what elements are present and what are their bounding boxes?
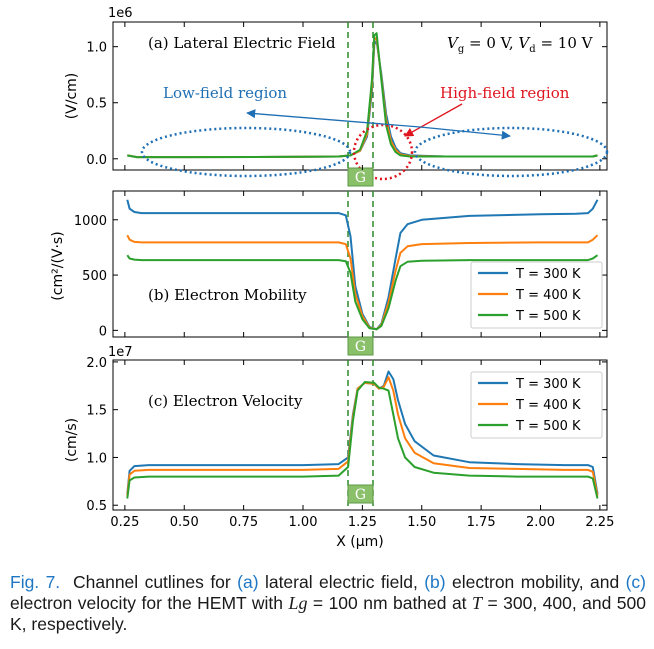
xtick-label: 1.50 [407,515,436,530]
caption-lg-symbol: Lg [288,593,308,613]
figure-caption: Fig. 7. Channel cutlines for (a) lateral… [10,572,646,635]
panel-c-velocity: 0.5 1.0 1.5 2.0 0.25 0.50 0.75 1.00 1.25 1.50 1.7… [64,345,614,550]
panel-c-frame [112,359,608,511]
gate-label-b: G [355,339,366,355]
xtick-label: 1.00 [289,515,318,530]
high-field-label: High-field region [440,84,570,102]
xtick-label: 0.25 [110,515,139,530]
ytick-label: 1.0 [86,41,107,56]
xtick-label: 1.75 [467,515,496,530]
legend-b-label-500: T = 500 K [515,309,581,324]
panel-b-yticks: 0 500 1000 [74,214,607,339]
panel-c-xlabel: X (μm) [336,534,384,550]
panel-c-title: (c) Electron Velocity [148,392,303,410]
series-line-500k [127,32,598,159]
low-field-label: Low-field region [163,84,287,102]
panel-c-series [126,370,599,499]
panel-b-mobility: 0 500 1000 (cm²/(V·s) (b) Electron Mobilit… [50,190,608,356]
low-field-ellipse-right [413,126,609,178]
high-field-ellipse [352,123,414,181]
caption-ref-c[interactable]: (c) [625,572,646,592]
xtick-label: 1.25 [348,515,377,530]
caption-text-3: electron mobility, and [445,572,626,592]
low-field-arrow-right [419,126,511,140]
legend-c-label-500: T = 500 K [515,419,581,434]
panel-a-title: (a) Lateral Electric Field [148,34,336,52]
ytick-label: 2.0 [86,356,107,371]
ytick-label: 0.5 [86,97,107,112]
panel-c-scale-label: 1e7 [108,345,133,360]
figure-canvas: 0.0 0.5 1.0 1e6 (V/cm) (a) Lateral Electri… [50,6,614,550]
xtick-label: 2.25 [585,515,614,530]
panel-b-ylabel: (cm²/(V·s) [50,231,66,300]
low-field-arrow-left [246,109,421,128]
panel-c-xticks: 0.25 0.50 0.75 1.00 1.25 1.50 1.75 2.00 2.25 [110,515,614,530]
ytick-label: 0.0 [86,153,107,168]
ytick-label: 1.5 [86,404,107,419]
gate-label-a: G [355,170,366,186]
caption-temp-symbol: T [472,593,483,613]
ytick-label: 500 [82,269,107,284]
gate-marker-b [347,336,374,356]
panel-b-legend: T = 300 K T = 400 K T = 500 K [470,261,603,329]
legend-b-label-300: T = 300 K [515,267,581,282]
caption-fig-number: Fig. 7. [10,572,61,592]
ytick-label: 1000 [74,214,107,229]
caption-ref-a[interactable]: (a) [237,572,259,592]
caption-text-1: Channel cutlines for [72,572,238,592]
ytick-label: 0.5 [86,499,107,514]
legend-c-label-400: T = 400 K [515,398,581,413]
xtick-label: 2.00 [526,515,555,530]
ytick-label: 0 [99,324,107,339]
panel-a-scale-label: 1e6 [108,6,133,21]
high-field-arrow [404,103,463,137]
xtick-label: 0.75 [229,515,258,530]
gate-marker-c [347,484,374,504]
gate-label-c: G [355,487,366,503]
ytick-label: 1.0 [86,451,107,466]
panel-c-yticks: 0.5 1.0 1.5 2.0 [86,356,607,514]
series-line-500k [126,381,599,499]
caption-text-4: electron velocity for the HEMT with [10,593,289,613]
panel-b-series [126,199,599,331]
gate-marker-a [347,167,374,187]
panel-a-ylabel: (V/cm) [64,73,80,120]
caption-ref-b[interactable]: (b) [424,572,446,592]
panel-c-ylabel: (cm/s) [64,418,80,462]
panel-a-electric-field: 0.0 0.5 1.0 1e6 (V/cm) (a) Lateral Electri… [64,6,609,187]
panel-b-title: (b) Electron Mobility [148,286,307,304]
panel-a-yticks: 0.0 0.5 1.0 [86,41,607,168]
panel-a-bias-condition: Vg = 0 V, Vd = 10 V [447,34,594,55]
caption-text-5: = 100 nm bathed at [307,593,472,613]
legend-c-label-300: T = 300 K [515,377,581,392]
panel-c-legend: T = 300 K T = 400 K T = 500 K [470,371,603,439]
caption-text-2: lateral electric field, [258,572,425,592]
xtick-label: 0.50 [170,515,199,530]
series-line-500k [126,254,599,331]
panel-a-series [127,32,598,159]
low-field-ellipse-left [140,126,352,178]
caption-text-6: = 300, 400, and 500 K, respectively. [10,593,646,634]
legend-b-label-400: T = 400 K [515,288,581,303]
